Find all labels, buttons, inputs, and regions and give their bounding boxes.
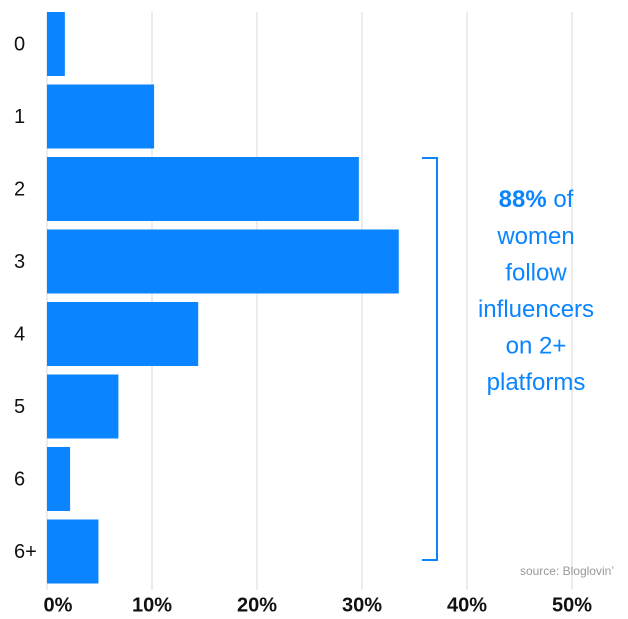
bar [47,12,65,76]
bar [47,519,99,584]
bar [47,447,71,511]
bar [47,157,359,221]
y-tick-label: 3 [14,251,25,273]
x-tick-label: 0% [44,594,73,616]
annotation-line: follow [505,259,567,286]
annotation-line: of [553,186,573,213]
annotation-line: platforms [487,369,586,396]
annotation-line: women [496,223,574,250]
bar [47,84,155,149]
y-tick-label: 1 [14,106,25,128]
x-tick-label: 50% [552,594,592,616]
y-tick-label: 2 [14,178,25,200]
bar [47,229,399,294]
y-tick-label: 6+ [14,541,37,563]
annotation-line: influencers [478,296,594,323]
source: source: Bloglovin’ [520,564,614,578]
x-tick-label: 40% [447,594,487,616]
x-tick-label: 30% [342,594,382,616]
annotation: 88% of [499,186,574,213]
x-tick-label: 20% [237,594,277,616]
y-tick-label: 6 [14,468,25,490]
y-tick-label: 0 [14,33,25,55]
bar [47,302,199,366]
y-tick-label: 4 [14,323,25,345]
bar [47,374,119,439]
annotation-highlight: 88% [499,186,547,213]
x-tick-label: 10% [132,594,172,616]
bracket [422,157,438,561]
y-tick-label: 5 [14,396,25,418]
annotation-line: on 2+ [506,332,567,359]
